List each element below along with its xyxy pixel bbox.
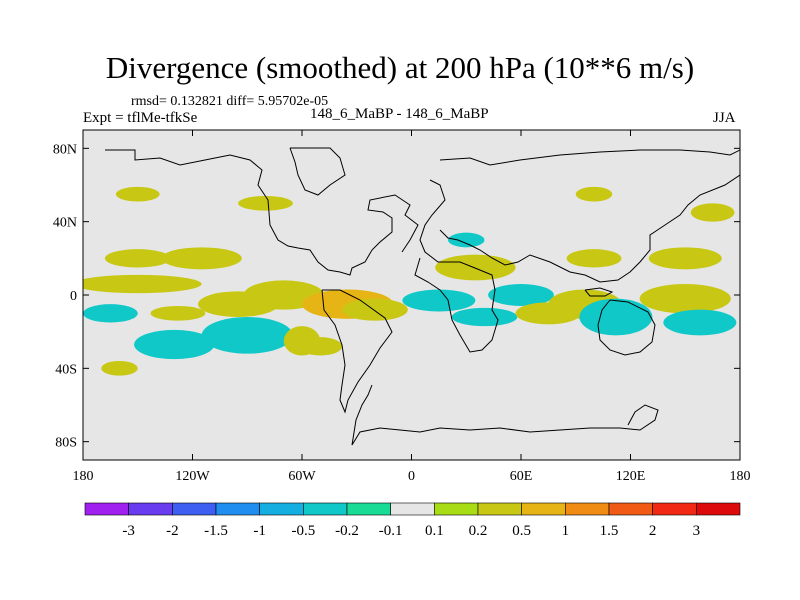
- colorbar-label: -1.5: [204, 523, 228, 539]
- x-tick-label: 120E: [616, 469, 646, 484]
- x-tick-label: 120W: [175, 469, 210, 484]
- colorbar-label: -0.2: [335, 523, 359, 539]
- colorbar-swatch: [84, 502, 129, 516]
- x-axis: 180 120W 60W 0 60E 120E 180: [73, 130, 751, 484]
- anomaly-patch-15: [435, 254, 516, 281]
- colorbar-swatch: [696, 502, 741, 516]
- coastline-asia: [439, 149, 740, 283]
- x-tick-label: 60W: [288, 469, 316, 484]
- anomaly-patch-27: [690, 203, 735, 222]
- anomaly-patch-19: [579, 298, 653, 336]
- colorbar-swatch: [303, 502, 348, 516]
- coastline-indonesia: [584, 287, 614, 297]
- colorbar-label: 0.1: [425, 523, 444, 539]
- colorbar-label: -0.1: [379, 523, 403, 539]
- coastline-antarctica: [351, 404, 659, 446]
- anomaly-patch-21: [663, 309, 737, 336]
- anomaly-patch-6: [134, 329, 215, 360]
- anomaly-patch-5: [150, 306, 206, 321]
- colorbar-label: 1.5: [600, 523, 619, 539]
- y-tick-label: 0: [70, 289, 77, 304]
- coastlines: [105, 147, 740, 446]
- colorbar-label: 2: [649, 523, 657, 539]
- anomaly-patch-26: [575, 186, 613, 202]
- anomaly-patch-24: [115, 186, 160, 202]
- coastline-south-america: [321, 289, 393, 414]
- anomaly-patch-16: [488, 284, 554, 306]
- colorbar-label: 0.2: [469, 523, 488, 539]
- y-tick-label: 80S: [55, 436, 77, 451]
- colorbar-swatch: [521, 502, 566, 516]
- anomaly-patch-30: [448, 232, 485, 248]
- colorbar-swatch: [477, 502, 522, 516]
- coastline-europe-africa: [414, 179, 499, 353]
- colorbar: -3 -2 -1.5 -1 -0.5 -0.2 -0.1 0.1 0.2 0.5 1 1.5 2 3: [84, 502, 741, 539]
- anomaly-patch-1: [104, 249, 171, 268]
- y-tick-label: 80N: [53, 142, 77, 157]
- colorbar-label: 3: [693, 523, 701, 539]
- anomaly-patch-13: [402, 289, 476, 312]
- colorbar-swatch: [565, 502, 610, 516]
- x-tick-label: 180: [730, 469, 751, 484]
- anomaly-patch-23: [566, 249, 622, 268]
- anomaly-patch-20: [639, 284, 731, 314]
- coastline-antarctic-peninsula: [351, 384, 373, 446]
- anomaly-patch-14: [451, 307, 518, 327]
- colorbar-swatch: [346, 502, 391, 516]
- season-label: JJA: [713, 110, 736, 126]
- experiment-label: Expt = tflMe-tfkSe: [83, 110, 198, 126]
- case-label: 148_6_MaBP - 148_6_MaBP: [310, 106, 489, 122]
- anomaly-patch-25: [238, 196, 293, 211]
- coastline-greenland: [289, 147, 346, 196]
- colorbar-swatch: [608, 502, 653, 516]
- colorbar-label: -3: [122, 523, 135, 539]
- anomaly-patch-8: [201, 317, 293, 354]
- anomaly-patch-12: [342, 298, 408, 321]
- colorbar-label: -0.5: [291, 523, 315, 539]
- colorbar-swatch: [259, 502, 304, 516]
- x-tick-label: 60E: [510, 469, 533, 484]
- x-tick-label: 180: [73, 469, 94, 484]
- colorbar-label: -1: [253, 523, 266, 539]
- colorbar-label: 0.5: [512, 523, 531, 539]
- colorbar-swatch: [215, 502, 260, 516]
- stats-text: rmsd= 0.132821 diff= 5.95702e-05: [131, 94, 329, 109]
- colorbar-swatch: [172, 502, 217, 516]
- anomaly-patch-22: [648, 247, 722, 270]
- y-axis: 80N 40N 0 40S 80S: [53, 142, 740, 451]
- colorbar-swatch: [390, 502, 435, 516]
- anomaly-patch-29: [298, 337, 343, 356]
- coastline-north-america: [105, 149, 419, 276]
- y-tick-label: 40N: [53, 216, 77, 231]
- anomaly-patch-2: [161, 247, 242, 270]
- colorbar-swatch: [128, 502, 173, 516]
- anomaly-patch-28: [101, 361, 138, 376]
- colorbar-swatch: [434, 502, 479, 516]
- colorbar-label: -2: [166, 523, 179, 539]
- y-tick-label: 40S: [55, 362, 77, 377]
- anomaly-patch-3: [83, 274, 202, 294]
- chart-title: Divergence (smoothed) at 200 hPa (10**6 …: [105, 50, 695, 85]
- colorbar-label: 1: [562, 523, 570, 539]
- anomaly-patch-4: [83, 304, 138, 323]
- colorbar-swatch: [652, 502, 697, 516]
- x-tick-label: 0: [408, 469, 415, 484]
- coastline-australia: [597, 299, 656, 356]
